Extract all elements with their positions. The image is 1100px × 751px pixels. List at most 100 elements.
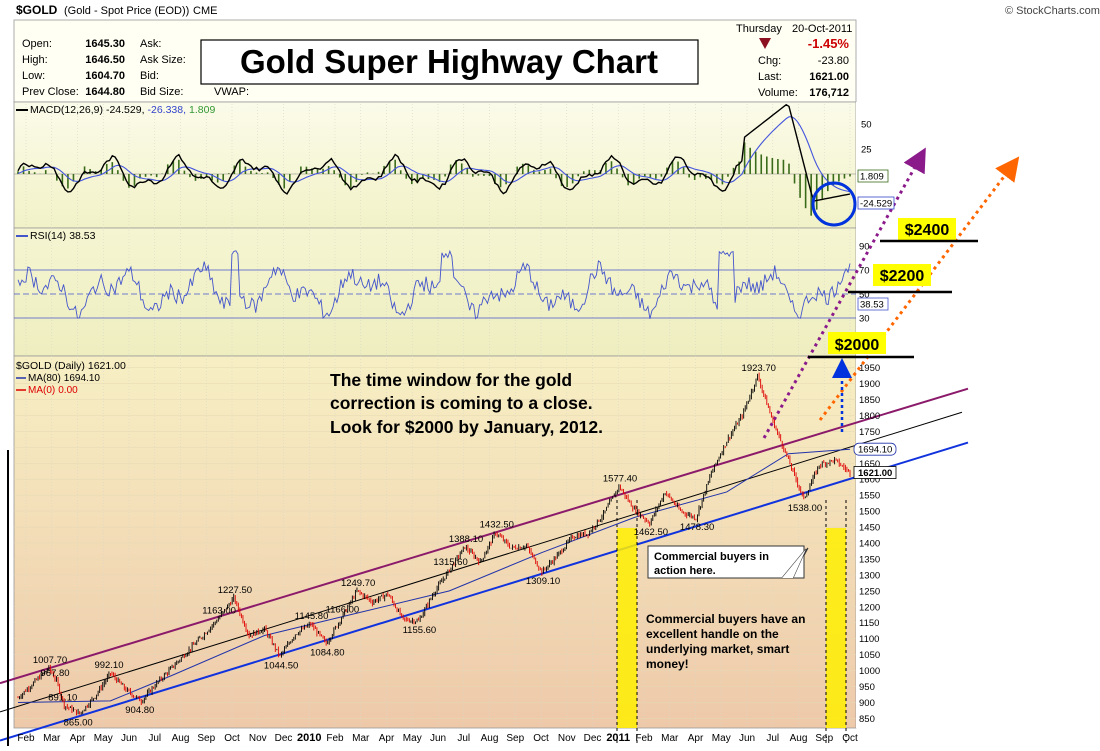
x-tick-label: 2010 [297, 732, 321, 744]
price-tick-label: 1350 [859, 554, 880, 565]
volume-value: 176,712 [809, 87, 849, 99]
macd-tick-label: 50 [861, 120, 872, 131]
highlight-band [826, 528, 846, 728]
macd-highlight-circle [811, 181, 857, 227]
target-2400-box [898, 218, 956, 240]
x-axis: Feb Mar Apr May Jun Jul Aug Sep Oct Nov Dec 2010 Feb… [17, 732, 858, 744]
annotation-line-3: Look for $2000 by January, 2012. [330, 417, 603, 437]
macd-signal-line [17, 116, 851, 193]
price-tick-label: 1650 [859, 459, 880, 470]
x-tick-label: Jun [739, 733, 755, 744]
price-legend: $GOLD (Daily) 1621.00 [16, 360, 126, 372]
price-annotation: 1388.10 [449, 534, 483, 545]
quote-day: Thursday [736, 23, 782, 35]
price-tick-label: 1900 [859, 379, 880, 390]
highlight-band [617, 528, 637, 728]
price-annotation: 1478.30 [680, 522, 714, 533]
note-line-1: Commercial buyers have an [646, 612, 805, 626]
target-2400: $2400 [880, 218, 978, 243]
x-tick-label: Nov [558, 733, 576, 744]
quote-label: Low: [22, 70, 45, 82]
x-tick-label: Dec [275, 733, 293, 744]
target-2000-label: $2000 [835, 337, 880, 354]
target-2000-box [828, 332, 886, 354]
x-tick-label: 2011 [606, 732, 630, 744]
x-tick-label: Mar [352, 733, 370, 744]
price-annotation: 1007.70 [33, 655, 67, 666]
ma80-legend-value: 1694.10 [64, 373, 101, 384]
macd-hist-badge-box [857, 169, 889, 183]
ma0-legend-name: MA(0) [28, 385, 55, 396]
price-tick-label: 1950 [859, 363, 880, 374]
x-tick-label: Jun [430, 733, 446, 744]
change-percent: -1.45% [808, 36, 850, 51]
last-value: 1621.00 [809, 71, 849, 83]
ma80-legend: MA(80) 1694.10 [28, 373, 100, 384]
price-tick-label: 1200 [859, 602, 880, 613]
note-line-2: excellent handle on the [646, 627, 779, 641]
price-annotation: 1432.50 [480, 520, 514, 531]
ma80-legend-name: MA(80) [28, 373, 61, 384]
chg-value: -23.80 [818, 55, 849, 67]
ma80-badge-box [853, 442, 897, 456]
quote-label-2: Ask: [140, 38, 161, 50]
price-annotation: 1166.00 [326, 605, 360, 616]
annotation-line-1: The time window for the gold [330, 370, 572, 390]
price-tick-label: 1600 [859, 475, 880, 486]
symbol: $GOLD [16, 3, 58, 17]
price-tick-label: 1050 [859, 650, 880, 661]
x-tick-label: Jul [766, 733, 779, 744]
price-annotation: 1577.40 [603, 473, 637, 484]
price-legend-value: 1621.00 [88, 360, 126, 372]
commercial-buyers-note: Commercial buyers have an excellent hand… [646, 612, 805, 671]
price-tick-label: 1850 [859, 395, 880, 406]
last-label: Last: [758, 71, 782, 83]
upper-channel [0, 387, 969, 685]
x-tick-label: Sep [197, 733, 215, 744]
x-tick-label: Mar [661, 733, 679, 744]
x-tick-label: Apr [70, 733, 86, 744]
macd-panel [13, 101, 857, 229]
quote-label: High: [22, 54, 48, 66]
quote-label: Open: [22, 38, 52, 50]
macd-legend-v2: -26.338, [147, 104, 186, 116]
price-annotation: 1538.00 [788, 503, 822, 514]
x-tick-label: Apr [688, 733, 704, 744]
price-tick-label: 950 [859, 682, 875, 693]
x-tick-label: Oct [533, 733, 549, 744]
quote-block: Open: 1645.30 Ask: High: 1646.50 Ask Size: Low… [22, 38, 249, 98]
macd-line [17, 103, 851, 202]
price-annotation: 1155.60 [403, 625, 437, 636]
rsi-tick-label: 30 [859, 314, 870, 325]
rsi-tick-label: 90 [859, 242, 870, 253]
price-tick-label: 1500 [859, 507, 880, 518]
x-tick-label: Feb [635, 733, 653, 744]
price-tick-label: 1250 [859, 586, 880, 597]
quote-label: Prev Close: [22, 86, 79, 98]
price-annotation: 1145.80 [295, 611, 329, 622]
lower-channel [0, 441, 969, 742]
price-tick-label: 1300 [859, 570, 880, 581]
note-line-3: underlying market, smart [646, 642, 789, 656]
x-tick-label: Feb [326, 733, 344, 744]
price-panel [13, 355, 857, 729]
commercial-buyers-callout: Commercial buyers in action here. [647, 545, 809, 579]
quote-value: 1604.70 [85, 70, 125, 82]
price-tick-label: 900 [859, 698, 875, 709]
target-2200-label: $2200 [880, 268, 925, 285]
x-tick-label: Oct [224, 733, 240, 744]
x-tick-label: Jun [121, 733, 137, 744]
quote-label-2: Bid Size: [140, 86, 183, 98]
rsi-line [17, 249, 851, 320]
callout-line-1: Commercial buyers in [654, 551, 769, 563]
x-tick-label: Sep [815, 733, 833, 744]
last-badge-box [853, 466, 897, 479]
rsi-layer [14, 249, 856, 320]
macd-legend-name: MACD(12,26,9) [30, 104, 103, 116]
chart-title: Gold Super Highway Chart [240, 43, 658, 80]
price-annotation: 1923.70 [742, 363, 776, 374]
quote-value: 1646.50 [85, 54, 125, 66]
price-tick-label: 1000 [859, 666, 880, 677]
